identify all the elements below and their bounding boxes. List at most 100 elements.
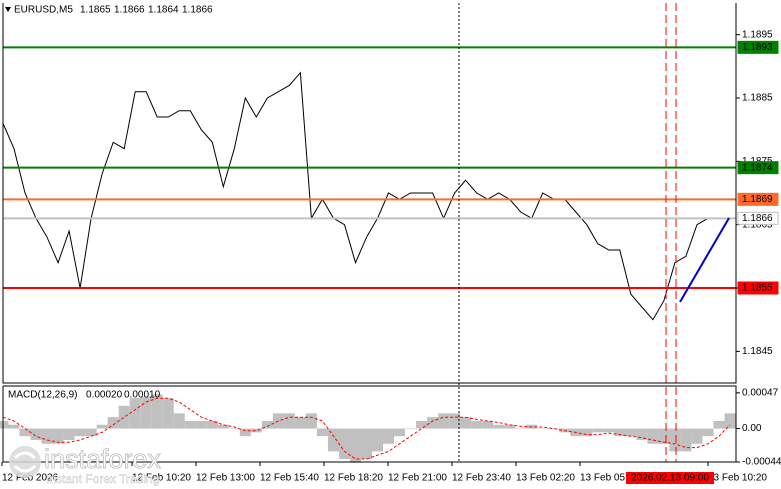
x-tick-label: 12 Feb 21:00 <box>388 473 447 484</box>
histogram-bar <box>261 420 273 429</box>
level-label-box <box>737 161 779 175</box>
macd-title: MACD(12,26,9) <box>8 390 77 401</box>
logo-icon <box>9 446 41 478</box>
signal-line <box>2 397 731 460</box>
y-tick-label: 1.1845 <box>742 346 773 357</box>
histogram-bar <box>702 428 714 437</box>
quote: 1.1864 <box>148 5 179 16</box>
histogram-bar <box>636 428 648 440</box>
histogram-bar <box>548 428 560 430</box>
x-tick-label: 12 Feb 18:20 <box>324 473 383 484</box>
price-line <box>2 71 730 321</box>
histogram-bar <box>85 428 97 437</box>
histogram-bar <box>228 428 240 430</box>
histogram-bar <box>217 424 229 429</box>
quote: 1.1866 <box>182 5 213 16</box>
menu-triangle <box>5 7 11 12</box>
time-highlight: 2026.02.13 09:00 <box>631 473 709 484</box>
quote: 1.1866 <box>114 5 145 16</box>
symbol: EURUSD,M5 <box>14 5 73 16</box>
histogram-bar <box>504 424 516 429</box>
histogram-bar <box>239 428 251 437</box>
logo-name: instaforex <box>44 444 162 474</box>
histogram-bar <box>713 420 725 429</box>
histogram-bar <box>383 428 395 444</box>
histogram-bar <box>294 417 306 429</box>
level-label: 1.1874 <box>742 162 773 173</box>
x-tick-label: 13 Feb 10:20 <box>708 473 767 484</box>
y-tick-label: 1.1895 <box>742 29 773 40</box>
histogram-bar <box>327 428 339 452</box>
histogram-bar <box>151 394 163 429</box>
histogram-bar <box>658 428 670 444</box>
logo-icon-mark <box>13 451 37 473</box>
macd-reading: 0.00010 <box>124 390 161 401</box>
x-tick-label: 12 Feb 10:20 <box>132 473 191 484</box>
histogram-bar <box>283 413 295 429</box>
histogram-bar <box>63 428 75 440</box>
histogram-bar <box>41 428 53 444</box>
histogram-bar <box>8 424 20 429</box>
level-label: 1.1893 <box>742 42 773 53</box>
histogram-bar <box>460 417 472 429</box>
histogram-bar <box>118 405 130 429</box>
histogram-bar <box>493 424 505 429</box>
histogram-bar <box>394 428 406 437</box>
y-tick-label: 0.00 <box>742 423 762 434</box>
histogram-bar <box>360 428 373 459</box>
level-label-box <box>737 211 779 225</box>
logo-tagline: Instant Forex Trading <box>46 472 159 486</box>
histogram-bar <box>184 420 196 429</box>
histogram-bar <box>537 428 549 430</box>
quote: 1.1865 <box>80 5 111 16</box>
histogram-bar <box>471 420 483 429</box>
histogram-bar <box>592 428 604 433</box>
x-tick-label: 12 Feb 15:40 <box>260 473 319 484</box>
histogram-bar <box>427 417 439 429</box>
histogram-bar <box>405 428 417 430</box>
histogram-bar <box>316 428 328 437</box>
y-tick-label: 0.00047 <box>742 387 779 398</box>
histogram-bar <box>581 428 593 437</box>
histogram-bar <box>305 413 317 429</box>
x-tick-label: 13 Feb 05:00 <box>580 473 639 484</box>
level-label: 1.1855 <box>742 283 773 294</box>
macd-reading: 0.00020 <box>86 390 123 401</box>
histogram-bar <box>19 428 31 437</box>
histogram-bar <box>669 428 681 452</box>
histogram-bar <box>96 424 108 429</box>
histogram-bar <box>74 428 86 437</box>
y-tick-label: 1.1885 <box>742 93 773 104</box>
histogram-bar <box>349 428 361 463</box>
level-label-box <box>737 281 779 295</box>
histogram-bar <box>482 420 494 429</box>
histogram-bar <box>416 420 428 429</box>
axis-layer: 1.18451.18551.18651.18751.18851.18951.18… <box>1 29 781 484</box>
y-tick-label: -0.00044 <box>742 457 781 468</box>
histogram-bar <box>250 428 262 433</box>
x-tick-label: 12 Feb 2026 <box>2 473 59 484</box>
histogram-bar <box>0 420 9 429</box>
histogram-bar <box>30 428 42 440</box>
histogram-bar <box>129 398 141 429</box>
histogram-bar <box>162 398 174 429</box>
histogram-bar <box>173 413 185 429</box>
histogram-bar <box>107 417 119 429</box>
level-label: 1.1869 <box>742 194 773 205</box>
level-label-box <box>737 40 779 54</box>
histogram-bar <box>691 428 703 444</box>
level-label-box <box>737 192 779 206</box>
histogram-bar <box>140 396 152 429</box>
histogram-bar <box>647 428 659 444</box>
histogram-bar <box>680 428 692 452</box>
histogram-bar <box>52 428 64 444</box>
histogram-bar <box>338 428 350 459</box>
histogram-bar <box>515 428 527 430</box>
x-tick-label: 12 Feb 23:40 <box>452 473 511 484</box>
x-tick-label: 13 Feb 02:20 <box>516 473 575 484</box>
histogram-bar <box>449 413 461 429</box>
logo: instaforex Instant Forex Trading <box>9 444 162 486</box>
histogram-bar <box>603 428 615 433</box>
